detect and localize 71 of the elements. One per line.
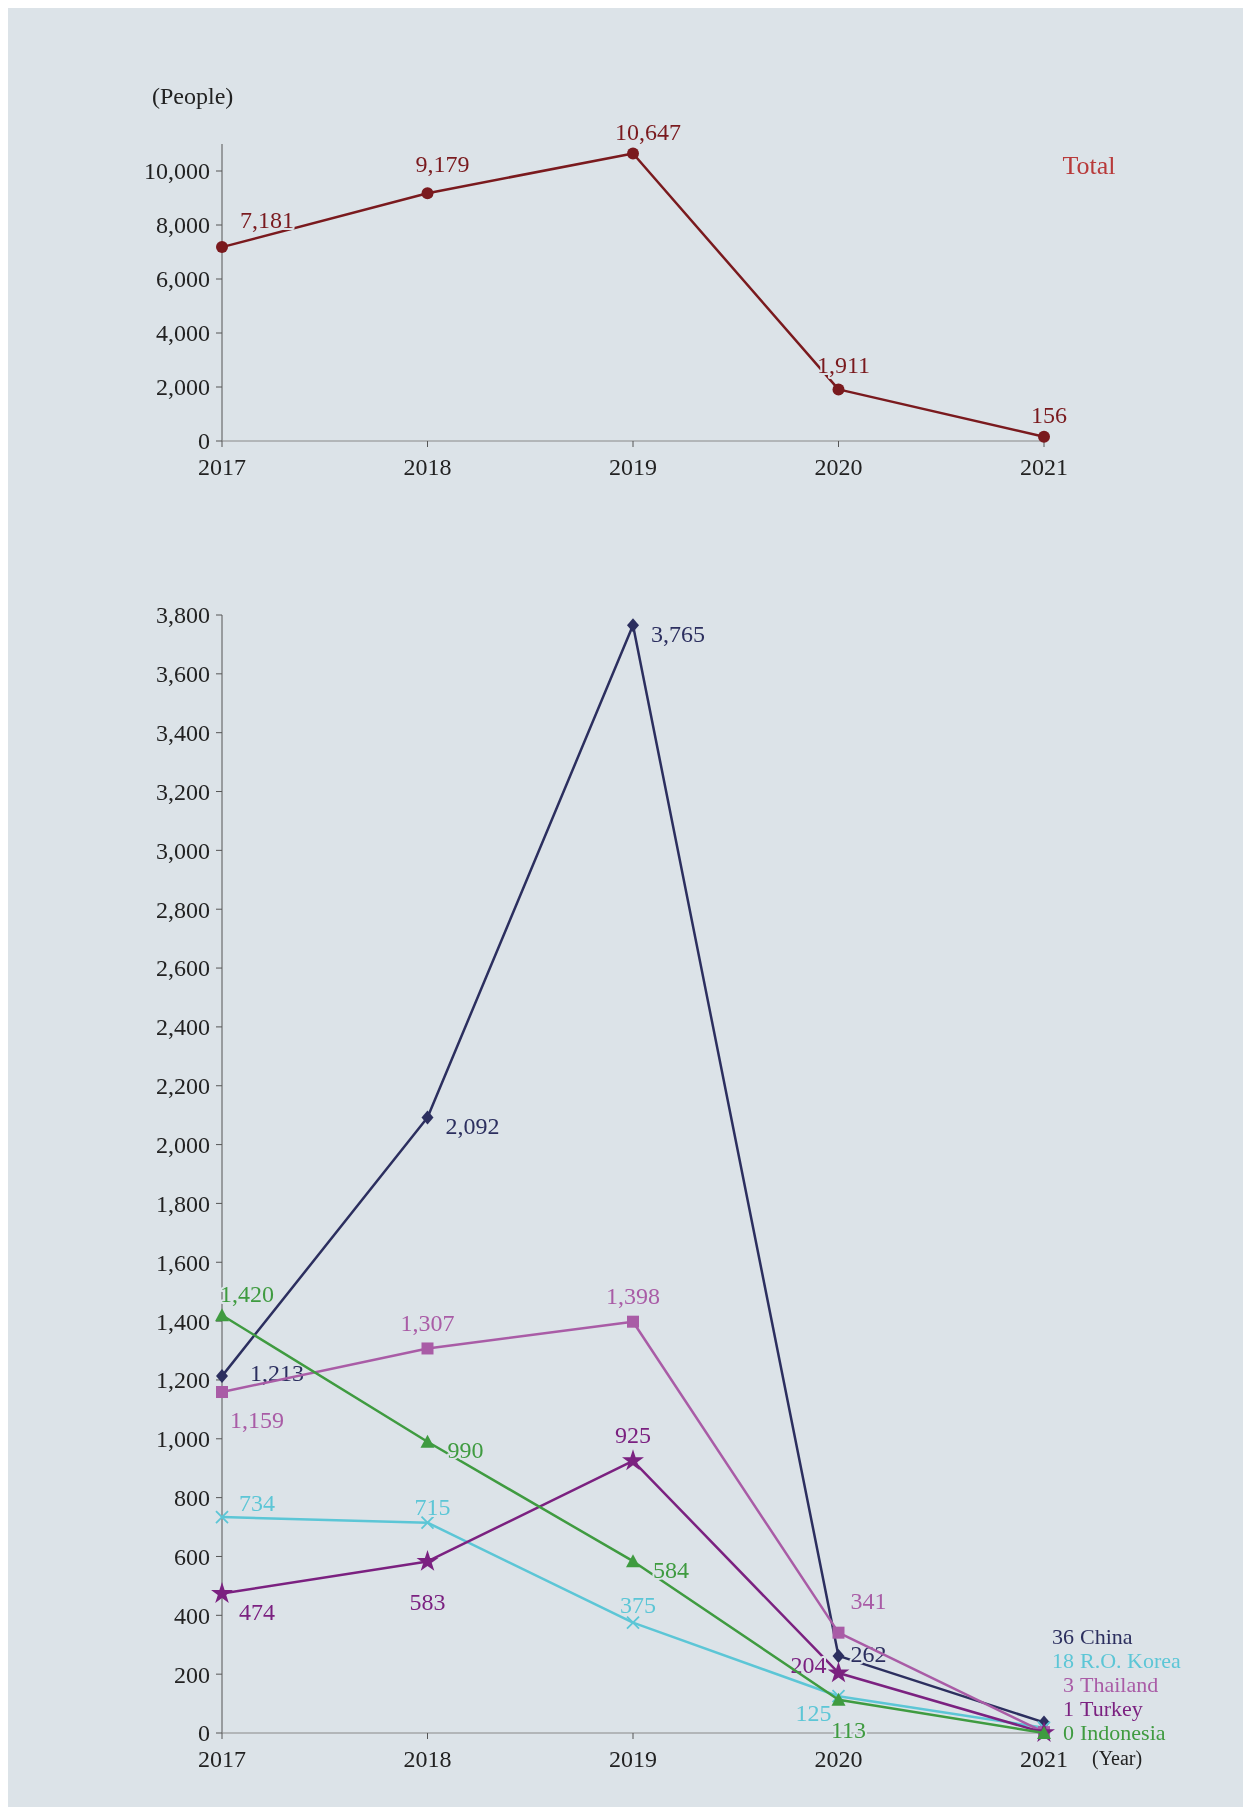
- data-label: 3,765: [651, 620, 705, 647]
- y-tick-label: 2,000: [156, 1131, 210, 1158]
- x-tick-label: 2020: [814, 1746, 863, 1772]
- x-tick-label: 2020: [814, 454, 863, 480]
- data-label: 734: [239, 1490, 275, 1517]
- data-label: 341: [850, 1588, 887, 1615]
- data-label: 715: [414, 1494, 451, 1521]
- x-tick-label: 2019: [609, 454, 657, 480]
- y-tick-label: 6,000: [156, 266, 210, 293]
- data-label: 156: [1031, 402, 1067, 429]
- x-axis-title: (Year): [1092, 1747, 1143, 1770]
- y-tick-label: 10,000: [144, 158, 210, 185]
- y-tick-label: 0: [198, 1720, 210, 1747]
- y-tick-label: 3,600: [156, 661, 210, 688]
- y-tick-label: 2,800: [156, 896, 210, 923]
- series-label: Turkey: [1080, 1695, 1143, 1721]
- text: R.O. Korea: [1080, 1647, 1182, 1673]
- y-tick-label: 2,600: [156, 955, 210, 982]
- data-label: 3: [1063, 1671, 1074, 1697]
- data-label: 36: [1052, 1623, 1074, 1649]
- y-tick-label: 2,400: [156, 1014, 210, 1041]
- y-axis-title: (People): [152, 83, 234, 109]
- x-tick-label: 2018: [403, 454, 452, 480]
- data-label: 990: [447, 1437, 484, 1464]
- y-tick-label: 400: [174, 1602, 210, 1629]
- data-label: 375: [620, 1592, 656, 1619]
- data-label: 584: [653, 1556, 689, 1583]
- x-tick-label: 2017: [198, 454, 246, 480]
- y-tick-label: 3,200: [156, 778, 210, 805]
- data-label: 125: [795, 1699, 832, 1726]
- x-tick-label: 2019: [609, 1746, 657, 1772]
- y-tick-label: 3,000: [156, 837, 210, 864]
- y-tick-label: 1,600: [156, 1249, 210, 1276]
- y-tick-label: 8,000: [156, 212, 210, 239]
- data-label: 7,181: [240, 206, 294, 233]
- y-tick-label: 2,000: [156, 374, 210, 401]
- y-tick-label: 4,000: [156, 320, 210, 347]
- y-tick-label: 1,000: [156, 1426, 210, 1453]
- y-tick-label: 2,200: [156, 1073, 210, 1100]
- data-label: 18: [1052, 1647, 1074, 1673]
- data-label: 2,092: [445, 1112, 500, 1139]
- text: China: [1080, 1623, 1133, 1649]
- y-tick-label: 3,800: [156, 602, 210, 629]
- data-label: 204: [790, 1652, 827, 1679]
- data-label: 925: [615, 1422, 651, 1449]
- data-label: 10,647: [615, 118, 681, 145]
- data-label: 1,911: [816, 351, 871, 378]
- x-tick-label: 2017: [198, 1746, 246, 1772]
- x-tick-label: 2018: [403, 1746, 452, 1772]
- y-tick-label: 3,400: [156, 720, 210, 747]
- data-label: 9,179: [415, 150, 470, 177]
- y-tick-label: 1,400: [156, 1308, 210, 1335]
- data-label: 1: [1063, 1695, 1074, 1721]
- data-label: 1,398: [606, 1283, 660, 1310]
- y-tick-label: 800: [174, 1485, 210, 1512]
- text: Total: [1062, 151, 1116, 180]
- data-label: 113: [830, 1717, 867, 1744]
- data-label: 1,307: [400, 1309, 455, 1336]
- x-tick-label: 2021: [1020, 454, 1068, 480]
- data-label: 474: [239, 1598, 275, 1625]
- y-tick-label: 600: [174, 1543, 210, 1570]
- y-tick-label: 0: [198, 428, 210, 455]
- data-label: 583: [409, 1588, 446, 1615]
- data-label: 1,159: [230, 1407, 284, 1434]
- data-label: 0: [1063, 1719, 1074, 1745]
- y-tick-label: 1,800: [156, 1190, 210, 1217]
- y-tick-label: 200: [174, 1661, 210, 1688]
- data-label: 1,420: [220, 1280, 274, 1307]
- x-tick-label: 2021: [1020, 1746, 1068, 1772]
- y-tick-label: 1,200: [156, 1367, 210, 1394]
- series-label: Thailand: [1080, 1671, 1159, 1697]
